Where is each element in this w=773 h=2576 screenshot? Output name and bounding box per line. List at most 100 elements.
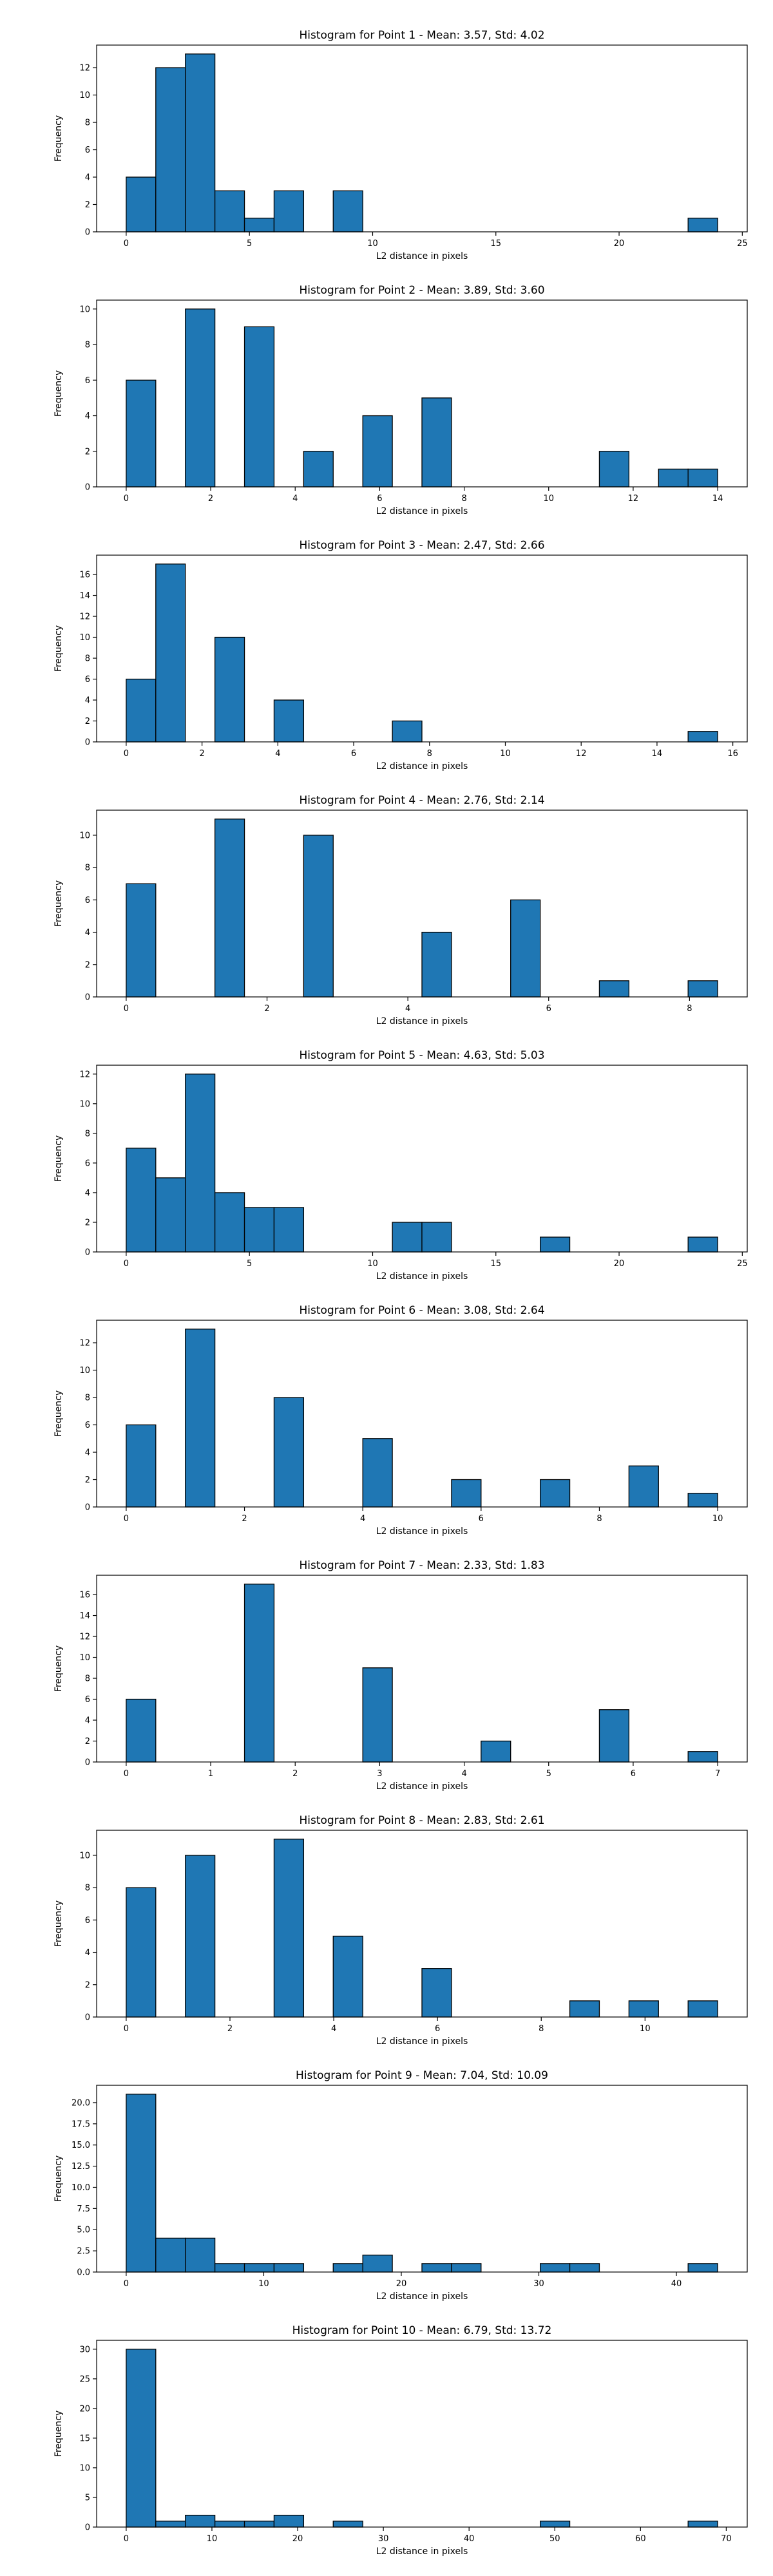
x-tick-label: 14 (712, 494, 723, 504)
histogram-bar (687, 980, 718, 998)
histogram-bar (362, 415, 393, 488)
y-tick-label: 0 (85, 1503, 90, 1513)
histogram-bar (687, 2000, 718, 2018)
x-tick-label: 1 (208, 1769, 213, 1779)
histogram-panel-3: 0 2 4 6 8 10 12 14 16 0 2 4 6 8 10 12 14 16 Histogram for … (53, 539, 748, 772)
y-tick-label: 6 (85, 1159, 90, 1168)
y-tick-label: 0 (85, 1248, 90, 1258)
histogram-panel-5: 0 5 10 15 20 25 0 2 4 6 8 10 12 Histogram for Point 5… (53, 1049, 748, 1282)
x-tick-label: 5 (546, 1769, 551, 1779)
y-tick-label: 4 (85, 696, 90, 706)
histogram-bar (362, 1667, 393, 1763)
histogram-bar (273, 190, 305, 232)
y-tick-label: 20 (79, 2404, 90, 2414)
y-tick-label: 8 (85, 1674, 90, 1684)
histogram-bar (332, 190, 363, 232)
y-tick-label: 25 (79, 2374, 90, 2384)
x-tick-label: 4 (331, 2024, 336, 2034)
y-tick-label: 2 (85, 717, 90, 726)
y-axis-label: Frequency (53, 2155, 64, 2202)
y-tick-label: 8 (85, 341, 90, 350)
x-tick-label: 6 (546, 1004, 551, 1014)
histogram-bar (214, 636, 245, 743)
x-tick-label: 14 (652, 749, 663, 759)
chart-title: Histogram for Point 2 - Mean: 3.89, Std:… (299, 284, 544, 297)
x-tick-label: 0 (124, 2279, 129, 2289)
x-axis-label: L2 distance in pixels (376, 1526, 468, 1537)
x-tick-label: 20 (292, 2534, 303, 2544)
histogram-bar (687, 731, 718, 743)
histogram-bar (126, 2094, 157, 2273)
histogram-bar (687, 218, 718, 232)
histogram-bar (185, 2237, 216, 2273)
chart-title: Histogram for Point 3 - Mean: 2.47, Std:… (299, 539, 544, 552)
x-tick-label: 25 (737, 239, 748, 249)
histogram-bar (126, 1148, 157, 1253)
y-tick-label: 0 (85, 2523, 90, 2533)
histogram-bar (214, 1192, 245, 1253)
y-tick-label: 2 (85, 447, 90, 457)
histogram-bar (421, 1968, 452, 2018)
chart-title: Histogram for Point 8 - Mean: 2.83, Std:… (299, 1814, 544, 1827)
y-tick-label: 16 (79, 1591, 90, 1600)
y-tick-label: 2 (85, 1737, 90, 1747)
x-tick-label: 8 (539, 2024, 544, 2034)
histogram-bar (332, 1935, 363, 2018)
histogram-bar (539, 1236, 571, 1253)
x-tick-label: 6 (435, 2024, 440, 2034)
x-tick-label: 6 (479, 1514, 484, 1524)
histogram-bar (569, 2000, 600, 2018)
y-tick-label: 4 (85, 928, 90, 938)
y-tick-label: 12 (79, 1339, 90, 1349)
histogram-bar (243, 218, 275, 232)
y-tick-label: 10.0 (72, 2183, 90, 2193)
x-tick-label: 2 (264, 1004, 269, 1014)
x-tick-label: 0 (124, 239, 129, 249)
x-tick-label: 8 (687, 1004, 692, 1014)
x-tick-label: 2 (292, 1769, 298, 1779)
histogram-bar (126, 176, 157, 232)
histogram-bar (273, 699, 305, 743)
x-tick-label: 6 (631, 1769, 636, 1779)
y-tick-label: 30 (79, 2345, 90, 2354)
x-tick-label: 12 (576, 749, 587, 759)
y-tick-label: 4 (85, 1188, 90, 1198)
y-tick-label: 2 (85, 960, 90, 970)
plot-frame (96, 299, 748, 488)
y-tick-label: 12 (79, 1070, 90, 1079)
x-tick-label: 40 (671, 2279, 682, 2289)
histogram-bar (273, 1839, 305, 2018)
histogram-bar (362, 2255, 393, 2273)
x-tick-label: 5 (247, 239, 252, 249)
x-tick-label: 0 (124, 2534, 129, 2544)
y-tick-label: 6 (85, 1916, 90, 1926)
histogram-bar (421, 931, 452, 998)
y-axis-label: Frequency (53, 2410, 64, 2457)
histogram-bar (185, 2514, 216, 2528)
plot-frame (96, 1320, 748, 1508)
x-axis-label: L2 distance in pixels (376, 2036, 468, 2047)
x-tick-label: 4 (360, 1514, 365, 1524)
x-tick-label: 3 (377, 1769, 382, 1779)
histogram-bar (598, 451, 630, 488)
histogram-bar (155, 2521, 186, 2528)
histogram-bar (451, 2263, 482, 2273)
x-axis-label: L2 distance in pixels (376, 1271, 468, 1282)
x-tick-label: 7 (715, 1769, 720, 1779)
x-tick-label: 0 (124, 749, 129, 759)
histogram-bar (214, 2263, 245, 2273)
y-tick-label: 6 (85, 376, 90, 386)
y-tick-label: 8 (85, 654, 90, 664)
histogram-bar (421, 397, 452, 488)
x-axis-label: L2 distance in pixels (376, 1016, 468, 1027)
histogram-bar (126, 1424, 157, 1508)
y-tick-label: 15 (79, 2434, 90, 2443)
histogram-bar (273, 1207, 305, 1253)
x-tick-label: 10 (500, 749, 511, 759)
histogram-bar (628, 1465, 659, 1508)
y-tick-label: 8 (85, 1884, 90, 1893)
x-tick-label: 10 (367, 239, 378, 249)
chart-title: Histogram for Point 9 - Mean: 7.04, Std:… (296, 2069, 548, 2082)
chart-title: Histogram for Point 1 - Mean: 3.57, Std:… (299, 29, 544, 42)
histogram-bar (687, 1493, 718, 1508)
